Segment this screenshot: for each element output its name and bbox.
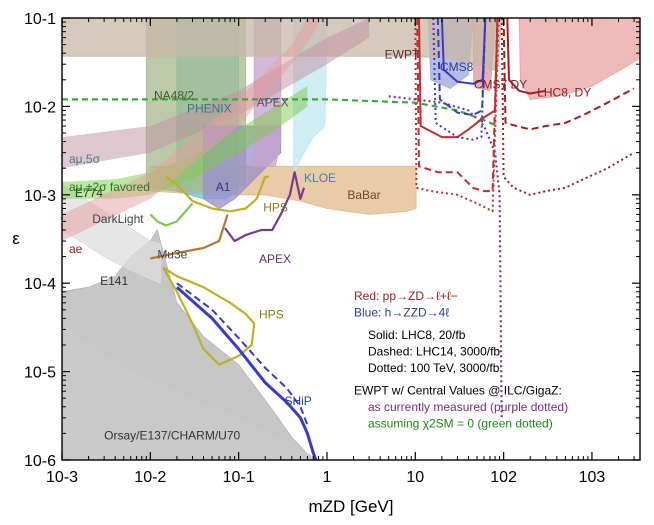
region-label-e141: E141 bbox=[100, 274, 128, 288]
y-tick-label: 10-6 bbox=[24, 453, 56, 470]
region-labels-layer: E141 Orsay/E137/CHARM/U70 E774 BaBar KLOE PHE… bbox=[69, 47, 591, 442]
curves-layer bbox=[62, 18, 635, 460]
x-tick-label: 103 bbox=[579, 469, 606, 486]
curve-ship bbox=[175, 286, 318, 460]
region-label-ewpt: EWPT bbox=[385, 47, 420, 61]
region-label-phenix: PHENIX bbox=[187, 102, 232, 116]
legend-entry: EWPT w/ Central Values @ ILC/GigaZ: bbox=[354, 384, 562, 398]
x-tick-label: 10-3 bbox=[46, 469, 78, 486]
legend-entry: as currently measured (purple dotted) bbox=[368, 400, 568, 414]
curve-mu3e bbox=[150, 214, 229, 260]
curve-lhc8-z-solid bbox=[418, 18, 499, 139]
curve-label-apex-1: APEX bbox=[259, 252, 291, 266]
x-tick-label: 10-1 bbox=[223, 469, 255, 486]
bands-layer bbox=[62, 18, 370, 241]
x-tick-label: 1 bbox=[323, 469, 332, 486]
y-axis-label: ε bbox=[12, 229, 20, 248]
legend-entry: Dotted: 100 TeV, 3000/fb bbox=[368, 361, 500, 375]
y-tick-label: 10-2 bbox=[24, 99, 56, 116]
curve-ship-upper bbox=[176, 282, 309, 426]
legend-entry: Dashed: LHC14, 3000/fb bbox=[368, 345, 500, 359]
legend-entry: assuming χ2SM = 0 (green dotted) bbox=[368, 417, 553, 431]
curve-label-hps-2: HPS bbox=[259, 307, 284, 321]
y-tick-label: 10-3 bbox=[24, 188, 56, 205]
curve-label-ship-3: SHiP bbox=[284, 394, 311, 408]
curve-lhc8-dy-solid bbox=[506, 18, 546, 95]
curve-100tev-dy-dotted bbox=[500, 18, 635, 196]
region-label-lhc8-dy: LHC8, DY bbox=[537, 85, 591, 99]
band-a-5 bbox=[62, 18, 370, 169]
legend-entry: Blue: h→ZZD→4ℓ bbox=[354, 306, 449, 320]
region-label-orsay-e137-charm-u70: Orsay/E137/CHARM/U70 bbox=[104, 429, 240, 443]
curve-apex-proj bbox=[224, 171, 306, 243]
region-label-cms8: CMS8 bbox=[440, 60, 474, 74]
plot-frame bbox=[61, 17, 641, 461]
curve-darklight bbox=[149, 202, 194, 227]
curve-hps bbox=[165, 175, 269, 213]
region-label-kloe: KLOE bbox=[304, 171, 336, 185]
curve-ewpt-ilc-gigaz-green-dotted bbox=[62, 98, 498, 128]
x-tick-label: 10-2 bbox=[134, 469, 166, 486]
band-label-a-5: aμ,5σ bbox=[69, 152, 101, 166]
curve-100tev-z-dotted bbox=[414, 18, 500, 213]
curve-lhc14-h-dashed bbox=[436, 18, 487, 116]
band-a-2-favored bbox=[62, 86, 308, 199]
band-label-mu3e: Mu3e bbox=[157, 248, 187, 262]
region-label-e774: E774 bbox=[75, 186, 103, 200]
region-orsay-e137-charm-u70 bbox=[62, 322, 320, 460]
x-tick-label: 102 bbox=[490, 469, 517, 486]
band-ae bbox=[62, 18, 323, 241]
curve-label-hps-0: HPS bbox=[263, 200, 288, 214]
region-label-cms7-dy: CMS7 DY bbox=[474, 77, 527, 91]
y-tick-label: 10-1 bbox=[24, 11, 56, 28]
x-axis-label: mZD [GeV] bbox=[308, 497, 393, 516]
legend: Red: pp→ZD→ℓ+ℓ− Blue: h→ZZD→4ℓ Solid: LHC8… bbox=[354, 289, 568, 431]
band-label-a-2-favored: aμ,±2σ favored bbox=[69, 180, 150, 194]
legend-entry: Red: pp→ZD→ℓ+ℓ− bbox=[354, 289, 458, 303]
region-lhc8-dy bbox=[518, 18, 640, 100]
curve-lhc14-z-dashed bbox=[416, 18, 499, 193]
curve-hps-low bbox=[162, 266, 256, 366]
legend-entry: Solid: LHC8, 20/fb bbox=[368, 328, 466, 342]
ticks-layer: 10-3 10-2 10-1 1 10 102 103 10-6 10-5 10-4 10-3 10-… bbox=[24, 11, 640, 486]
region-label-apex: APEX bbox=[257, 95, 289, 109]
band-label-ae: ae bbox=[69, 242, 83, 256]
curve-lhc14-dy-dashed bbox=[502, 18, 635, 131]
band-label-darklight: DarkLight bbox=[92, 212, 144, 226]
y-tick-label: 10-4 bbox=[24, 276, 56, 293]
region-label-na48-2: NA48/2 bbox=[154, 88, 194, 102]
region-label-a1: A1 bbox=[216, 180, 231, 194]
y-tick-label: 10-5 bbox=[24, 365, 56, 382]
region-label-babar: BaBar bbox=[347, 188, 380, 202]
x-tick-label: 10 bbox=[406, 469, 424, 486]
curve-100tev-h-dotted bbox=[432, 18, 487, 141]
